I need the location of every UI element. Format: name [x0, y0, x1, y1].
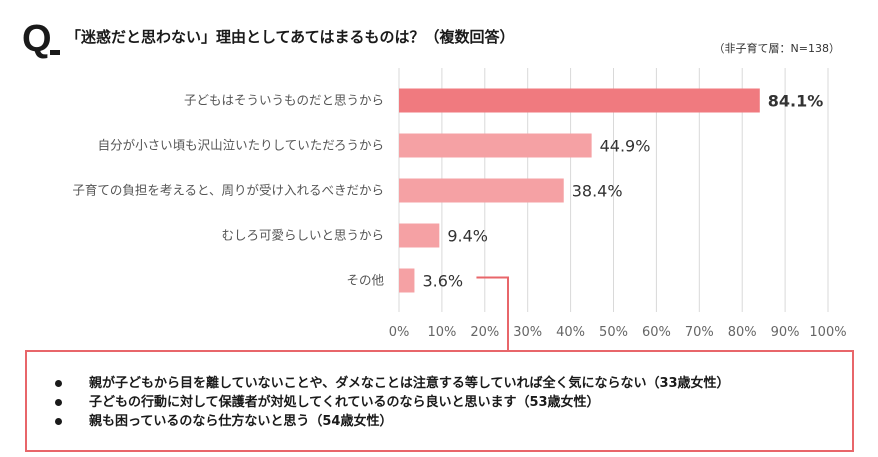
x-tick-label: 90%: [771, 325, 800, 340]
bar: [399, 223, 440, 248]
comment-item: 親も困っているのなら仕方ないと思う（54歳女性）: [55, 412, 730, 431]
comment-text: 子どもの行動に対して保護者が対処してくれているのなら良いと思います（53歳女性）: [89, 395, 600, 410]
value-label: 9.4%: [447, 227, 488, 246]
category-label: その他: [346, 273, 384, 288]
comment-box: 親が子どもから目を離していないことや、ダメなことは注意する等していれば全く気にな…: [25, 350, 854, 452]
bar: [399, 88, 760, 113]
comment-text: 親も困っているのなら仕方ないと思う（54歳女性）: [89, 414, 393, 429]
comment-item: 親が子どもから目を離していないことや、ダメなことは注意する等していれば全く気にな…: [55, 374, 730, 393]
bullet-icon: [55, 418, 62, 425]
x-tick-label: 0%: [389, 325, 410, 340]
bullet-icon: [55, 399, 62, 406]
category-label: むしろ可愛らしいと思うから: [221, 228, 384, 243]
x-tick-label: 80%: [728, 325, 757, 340]
value-label: 84.1%: [768, 92, 824, 111]
x-tick-label: 70%: [685, 325, 714, 340]
comment-list: 親が子どもから目を離していないことや、ダメなことは注意する等していれば全く気にな…: [55, 374, 730, 431]
category-label: 子どもはそういうものだと思うから: [184, 93, 384, 108]
bullet-icon: [55, 380, 62, 387]
q-mark: Q: [22, 18, 52, 60]
x-tick-label: 20%: [470, 325, 499, 340]
x-tick-label: 40%: [556, 325, 585, 340]
x-tick-label: 50%: [599, 325, 628, 340]
x-tick-label: 60%: [642, 325, 671, 340]
bar: [399, 178, 564, 203]
bar: [399, 133, 592, 158]
category-label: 子育ての負担を考えると、周りが受け入れるべきだから: [72, 183, 384, 198]
sample-size-note: （非子育て層：N=138）: [713, 42, 840, 55]
category-label: 自分が小さい頃も沢山泣いたりしていただろうから: [98, 138, 384, 153]
value-label: 44.9%: [600, 137, 651, 156]
x-tick-label: 10%: [427, 325, 456, 340]
bar: [399, 268, 415, 293]
x-tick-label: 100%: [809, 325, 846, 340]
value-label: 3.6%: [422, 272, 463, 291]
callout-connector: [476, 276, 509, 350]
q-mark-underscore: [50, 50, 60, 55]
comment-item: 子どもの行動に対して保護者が対処してくれているのなら良いと思います（53歳女性）: [55, 393, 730, 412]
x-tick-label: 30%: [513, 325, 542, 340]
comment-text: 親が子どもから目を離していないことや、ダメなことは注意する等していれば全く気にな…: [89, 376, 730, 391]
value-label: 38.4%: [572, 182, 623, 201]
question-title: 「迷惑だと思わない」理由としてあてはまるものは？（複数回答）: [66, 28, 515, 46]
